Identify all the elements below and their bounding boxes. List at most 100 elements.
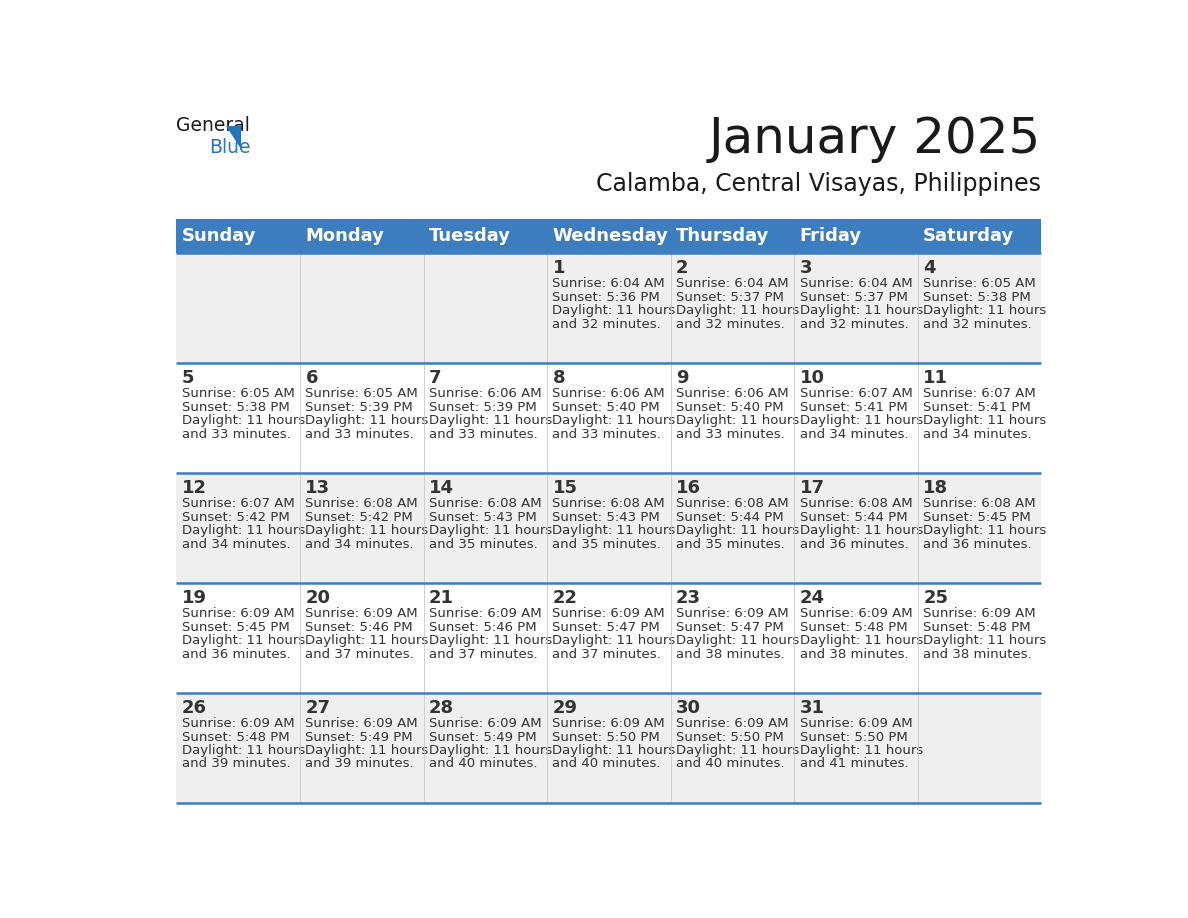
Text: Daylight: 11 hours: Daylight: 11 hours [182, 414, 305, 427]
Text: Daylight: 11 hours: Daylight: 11 hours [429, 524, 552, 537]
Text: Daylight: 11 hours: Daylight: 11 hours [552, 414, 676, 427]
Text: and 34 minutes.: and 34 minutes. [305, 538, 413, 551]
Text: Daylight: 11 hours: Daylight: 11 hours [800, 304, 923, 318]
Text: Daylight: 11 hours: Daylight: 11 hours [552, 634, 676, 647]
Text: Daylight: 11 hours: Daylight: 11 hours [305, 414, 429, 427]
Text: and 40 minutes.: and 40 minutes. [552, 757, 661, 770]
Text: Daylight: 11 hours: Daylight: 11 hours [305, 634, 429, 647]
Text: Sunset: 5:41 PM: Sunset: 5:41 PM [923, 400, 1031, 414]
Bar [176, 253, 1042, 364]
Text: Sunday: Sunday [182, 228, 257, 245]
Text: Daylight: 11 hours: Daylight: 11 hours [552, 744, 676, 757]
Text: Daylight: 11 hours: Daylight: 11 hours [800, 414, 923, 427]
Text: 27: 27 [305, 699, 330, 717]
Text: and 37 minutes.: and 37 minutes. [305, 647, 415, 661]
Text: Sunrise: 6:08 AM: Sunrise: 6:08 AM [305, 498, 418, 510]
Text: Daylight: 11 hours: Daylight: 11 hours [429, 744, 552, 757]
Text: General: General [176, 116, 251, 135]
Text: Calamba, Central Visayas, Philippines: Calamba, Central Visayas, Philippines [596, 172, 1042, 196]
Text: and 32 minutes.: and 32 minutes. [552, 318, 662, 330]
Text: Sunset: 5:46 PM: Sunset: 5:46 PM [429, 621, 537, 633]
Text: and 40 minutes.: and 40 minutes. [429, 757, 537, 770]
Text: Monday: Monday [305, 228, 384, 245]
Text: Daylight: 11 hours: Daylight: 11 hours [800, 524, 923, 537]
Text: and 34 minutes.: and 34 minutes. [800, 428, 909, 441]
Text: 2: 2 [676, 259, 689, 276]
Text: Sunrise: 6:04 AM: Sunrise: 6:04 AM [676, 277, 789, 290]
Polygon shape [227, 126, 241, 149]
Text: and 36 minutes.: and 36 minutes. [182, 647, 290, 661]
Text: Sunset: 5:36 PM: Sunset: 5:36 PM [552, 291, 661, 304]
Text: 1: 1 [552, 259, 565, 276]
Text: 22: 22 [552, 588, 577, 607]
Text: Sunrise: 6:06 AM: Sunrise: 6:06 AM [429, 387, 542, 400]
Bar [176, 583, 1042, 693]
Text: 14: 14 [429, 478, 454, 497]
Text: Sunrise: 6:09 AM: Sunrise: 6:09 AM [305, 717, 418, 730]
Text: Sunset: 5:48 PM: Sunset: 5:48 PM [923, 621, 1031, 633]
Text: Sunset: 5:50 PM: Sunset: 5:50 PM [676, 731, 784, 744]
Text: Sunset: 5:50 PM: Sunset: 5:50 PM [552, 731, 661, 744]
Text: and 35 minutes.: and 35 minutes. [676, 538, 785, 551]
Text: 30: 30 [676, 699, 701, 717]
Text: and 38 minutes.: and 38 minutes. [800, 647, 909, 661]
Text: 8: 8 [552, 369, 565, 386]
Text: and 38 minutes.: and 38 minutes. [676, 647, 785, 661]
Text: Sunrise: 6:09 AM: Sunrise: 6:09 AM [182, 717, 295, 730]
Text: January 2025: January 2025 [709, 115, 1042, 162]
Text: Sunset: 5:46 PM: Sunset: 5:46 PM [305, 621, 413, 633]
Text: Sunset: 5:38 PM: Sunset: 5:38 PM [182, 400, 290, 414]
Bar [176, 693, 1042, 803]
Bar [176, 364, 1042, 474]
Text: Sunrise: 6:09 AM: Sunrise: 6:09 AM [182, 607, 295, 621]
Text: Daylight: 11 hours: Daylight: 11 hours [800, 634, 923, 647]
Text: Sunset: 5:39 PM: Sunset: 5:39 PM [429, 400, 537, 414]
Text: Sunset: 5:37 PM: Sunset: 5:37 PM [676, 291, 784, 304]
Text: 25: 25 [923, 588, 948, 607]
Text: Sunrise: 6:09 AM: Sunrise: 6:09 AM [552, 607, 665, 621]
Text: Blue: Blue [209, 138, 251, 156]
Text: Daylight: 11 hours: Daylight: 11 hours [923, 414, 1047, 427]
Text: Sunrise: 6:09 AM: Sunrise: 6:09 AM [676, 717, 789, 730]
Text: Sunrise: 6:07 AM: Sunrise: 6:07 AM [800, 387, 912, 400]
Text: 16: 16 [676, 478, 701, 497]
Text: Daylight: 11 hours: Daylight: 11 hours [305, 524, 429, 537]
Text: Sunset: 5:38 PM: Sunset: 5:38 PM [923, 291, 1031, 304]
Text: and 32 minutes.: and 32 minutes. [923, 318, 1032, 330]
Text: Daylight: 11 hours: Daylight: 11 hours [429, 634, 552, 647]
Text: 21: 21 [429, 588, 454, 607]
Bar [423, 219, 546, 253]
Text: Sunset: 5:47 PM: Sunset: 5:47 PM [676, 621, 784, 633]
Text: Sunrise: 6:08 AM: Sunrise: 6:08 AM [676, 498, 789, 510]
Text: 6: 6 [305, 369, 318, 386]
Text: Sunset: 5:45 PM: Sunset: 5:45 PM [923, 510, 1031, 523]
Text: and 33 minutes.: and 33 minutes. [182, 428, 291, 441]
Text: Daylight: 11 hours: Daylight: 11 hours [676, 744, 800, 757]
Bar [795, 219, 918, 253]
Text: and 37 minutes.: and 37 minutes. [552, 647, 662, 661]
Text: Sunset: 5:42 PM: Sunset: 5:42 PM [182, 510, 290, 523]
Text: Sunrise: 6:09 AM: Sunrise: 6:09 AM [552, 717, 665, 730]
Text: Sunrise: 6:08 AM: Sunrise: 6:08 AM [429, 498, 542, 510]
Text: Sunset: 5:39 PM: Sunset: 5:39 PM [305, 400, 413, 414]
Text: and 33 minutes.: and 33 minutes. [676, 428, 785, 441]
Text: Sunrise: 6:09 AM: Sunrise: 6:09 AM [676, 607, 789, 621]
Text: Daylight: 11 hours: Daylight: 11 hours [676, 414, 800, 427]
Text: Sunset: 5:45 PM: Sunset: 5:45 PM [182, 621, 290, 633]
Text: 23: 23 [676, 588, 701, 607]
Text: 11: 11 [923, 369, 948, 386]
Bar [918, 219, 1042, 253]
Text: and 32 minutes.: and 32 minutes. [676, 318, 785, 330]
Text: Sunrise: 6:09 AM: Sunrise: 6:09 AM [800, 717, 912, 730]
Text: Sunrise: 6:09 AM: Sunrise: 6:09 AM [923, 607, 1036, 621]
Text: Sunrise: 6:05 AM: Sunrise: 6:05 AM [923, 277, 1036, 290]
Text: and 34 minutes.: and 34 minutes. [182, 538, 290, 551]
Text: Sunset: 5:40 PM: Sunset: 5:40 PM [676, 400, 784, 414]
Text: 9: 9 [676, 369, 689, 386]
Text: Daylight: 11 hours: Daylight: 11 hours [676, 524, 800, 537]
Text: Sunrise: 6:06 AM: Sunrise: 6:06 AM [676, 387, 789, 400]
Text: Sunset: 5:44 PM: Sunset: 5:44 PM [676, 510, 784, 523]
Text: 26: 26 [182, 699, 207, 717]
Text: Sunset: 5:49 PM: Sunset: 5:49 PM [305, 731, 413, 744]
Text: Sunrise: 6:09 AM: Sunrise: 6:09 AM [800, 607, 912, 621]
